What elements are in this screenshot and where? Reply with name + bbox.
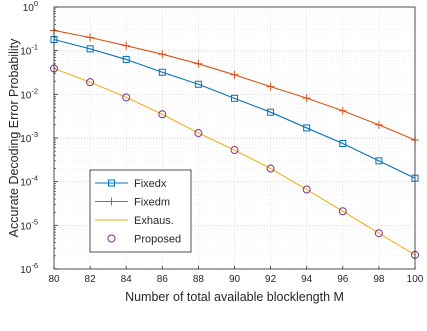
legend-marker: [107, 234, 116, 243]
data-point-proposed: [266, 164, 275, 173]
x-tick-label: 80: [48, 274, 60, 285]
y-tick-label: 10-4: [20, 174, 38, 189]
y-tick-label: 10-6: [20, 261, 38, 276]
legend-label: Fixedm: [134, 197, 170, 209]
y-tick-label: 10-5: [20, 217, 38, 232]
data-point-fixedx: [339, 139, 347, 147]
data-point-fixedm: [122, 41, 131, 50]
data-point-proposed: [230, 146, 239, 155]
data-point-fixedx: [122, 55, 130, 63]
x-tick-label: 86: [157, 274, 169, 285]
series-fixedm: [50, 26, 419, 144]
axis-ticks: 80 82 84 86 88 90 92 94 96 98 100 10-6 10-5 10-4 10-3 1…: [20, 0, 424, 285]
x-tick-label: 84: [121, 274, 133, 285]
legend-item-exhaus: Exhaus.: [95, 215, 174, 227]
x-tick-label: 96: [337, 274, 349, 285]
data-point-fixedx: [303, 124, 311, 132]
y-tick-label: 10-2: [20, 86, 38, 101]
data-point-proposed: [158, 110, 167, 119]
data-point-proposed: [338, 207, 347, 216]
data-point-fixedm: [266, 82, 275, 91]
data-point-fixedx: [375, 157, 383, 165]
x-tick-label: 92: [265, 274, 277, 285]
series-line-exhaus: [53, 68, 416, 256]
legend-label: Exhaus.: [134, 215, 174, 227]
data-point-proposed: [194, 129, 203, 138]
y-tick-label: 10-3: [20, 130, 38, 145]
legend-item-proposed: Proposed: [107, 234, 181, 246]
legend-item-fixedx: Fixedx: [95, 178, 167, 190]
legend-label: Proposed: [134, 234, 181, 246]
x-tick-label: 94: [301, 274, 313, 285]
y-tick-label: 100: [23, 0, 38, 14]
series-exhaus: [53, 68, 416, 256]
data-point-proposed: [86, 78, 95, 87]
x-tick-label: 88: [193, 274, 205, 285]
legend-marker: [107, 197, 116, 206]
x-tick-label: 100: [407, 274, 424, 285]
data-point-proposed: [374, 229, 383, 238]
data-point-fixedx: [231, 94, 238, 102]
data-point-proposed: [122, 93, 131, 102]
data-point-fixedm: [302, 94, 311, 103]
data-point-fixedx: [194, 80, 202, 88]
data-point-fixedm: [158, 50, 167, 59]
data-point-fixedm: [230, 70, 239, 79]
legend: Fixedx Fixedm Exhaus. Proposed: [89, 169, 192, 253]
series-line-fixedx: [53, 38, 416, 179]
x-tick-label: 90: [229, 274, 241, 285]
x-tick-label: 98: [373, 274, 385, 285]
legend-box: [89, 169, 192, 253]
data-point-fixedm: [338, 106, 347, 115]
data-point-fixedx: [86, 45, 94, 53]
legend-marker: [108, 179, 115, 187]
data-point-fixedx: [158, 68, 166, 76]
data-point-fixedx: [267, 108, 275, 116]
data-point-fixedm: [194, 59, 203, 68]
legend-item-fixedm: Fixedm: [95, 197, 170, 209]
y-tick-label: 10-1: [20, 43, 38, 58]
data-point-fixedm: [86, 33, 95, 42]
data-point-fixedm: [374, 120, 383, 129]
y-axis-label: Accurate Decoding Error Probability: [7, 38, 21, 237]
data-point-proposed: [302, 185, 311, 194]
x-tick-label: 82: [85, 274, 97, 285]
x-axis-label: Number of total available blocklength M: [125, 290, 344, 304]
series-group: [50, 26, 419, 259]
legend-label: Fixedx: [134, 178, 167, 190]
